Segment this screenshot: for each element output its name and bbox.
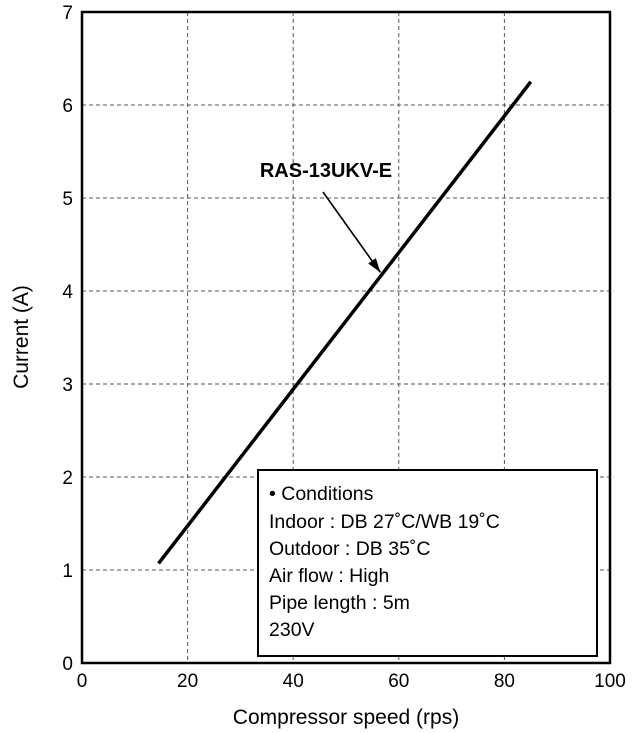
x-tick-label-0: 0 xyxy=(77,671,88,692)
conditions-box: • Conditions Indoor : DB 27˚C/WB 19˚C Ou… xyxy=(257,469,598,657)
conditions-line-pipe: Pipe length : 5m xyxy=(269,592,410,614)
x-tick-label-80: 80 xyxy=(494,671,515,692)
conditions-line-airflow: Air flow : High xyxy=(269,565,389,587)
y-tick-label-0: 0 xyxy=(62,654,73,675)
series-line-0 xyxy=(157,80,533,565)
y-tick-label-5: 5 xyxy=(62,189,73,210)
annotation-label: RAS-13UKV-E xyxy=(260,160,392,182)
x-tick-label-20: 20 xyxy=(177,671,198,692)
x-axis-title: Compressor speed (rps) xyxy=(233,706,459,729)
conditions-box-frame xyxy=(257,469,598,657)
x-tick-label-40: 40 xyxy=(283,671,304,692)
annotation-arrow xyxy=(322,191,381,273)
y-tick-label-2: 2 xyxy=(62,468,73,489)
y-tick-label-3: 3 xyxy=(62,375,73,396)
y-tick-label-1: 1 xyxy=(62,561,73,582)
y-tick-label-6: 6 xyxy=(62,96,73,117)
conditions-title: • Conditions xyxy=(269,483,374,505)
y-tick-label-4: 4 xyxy=(62,282,73,303)
x-tick-label-60: 60 xyxy=(388,671,409,692)
y-tick-label-7: 7 xyxy=(62,3,73,24)
plot-frame xyxy=(80,10,612,665)
grid-lines xyxy=(82,12,610,663)
annotation-arrowhead xyxy=(368,258,381,273)
conditions-line-outdoor: Outdoor : DB 35˚C xyxy=(269,538,430,560)
x-tick-label-100: 100 xyxy=(594,671,626,692)
series-annotation: RAS-13UKV-E xyxy=(260,160,392,273)
conditions-line-indoor: Indoor : DB 27˚C/WB 19˚C xyxy=(269,511,500,533)
series-layer xyxy=(157,80,533,565)
tick-labels: 0 20 40 60 80 100 0 1 2 3 4 5 6 7 xyxy=(62,3,625,692)
conditions-line-voltage: 230V xyxy=(269,619,315,641)
y-axis-title: Current (A) xyxy=(10,285,33,389)
